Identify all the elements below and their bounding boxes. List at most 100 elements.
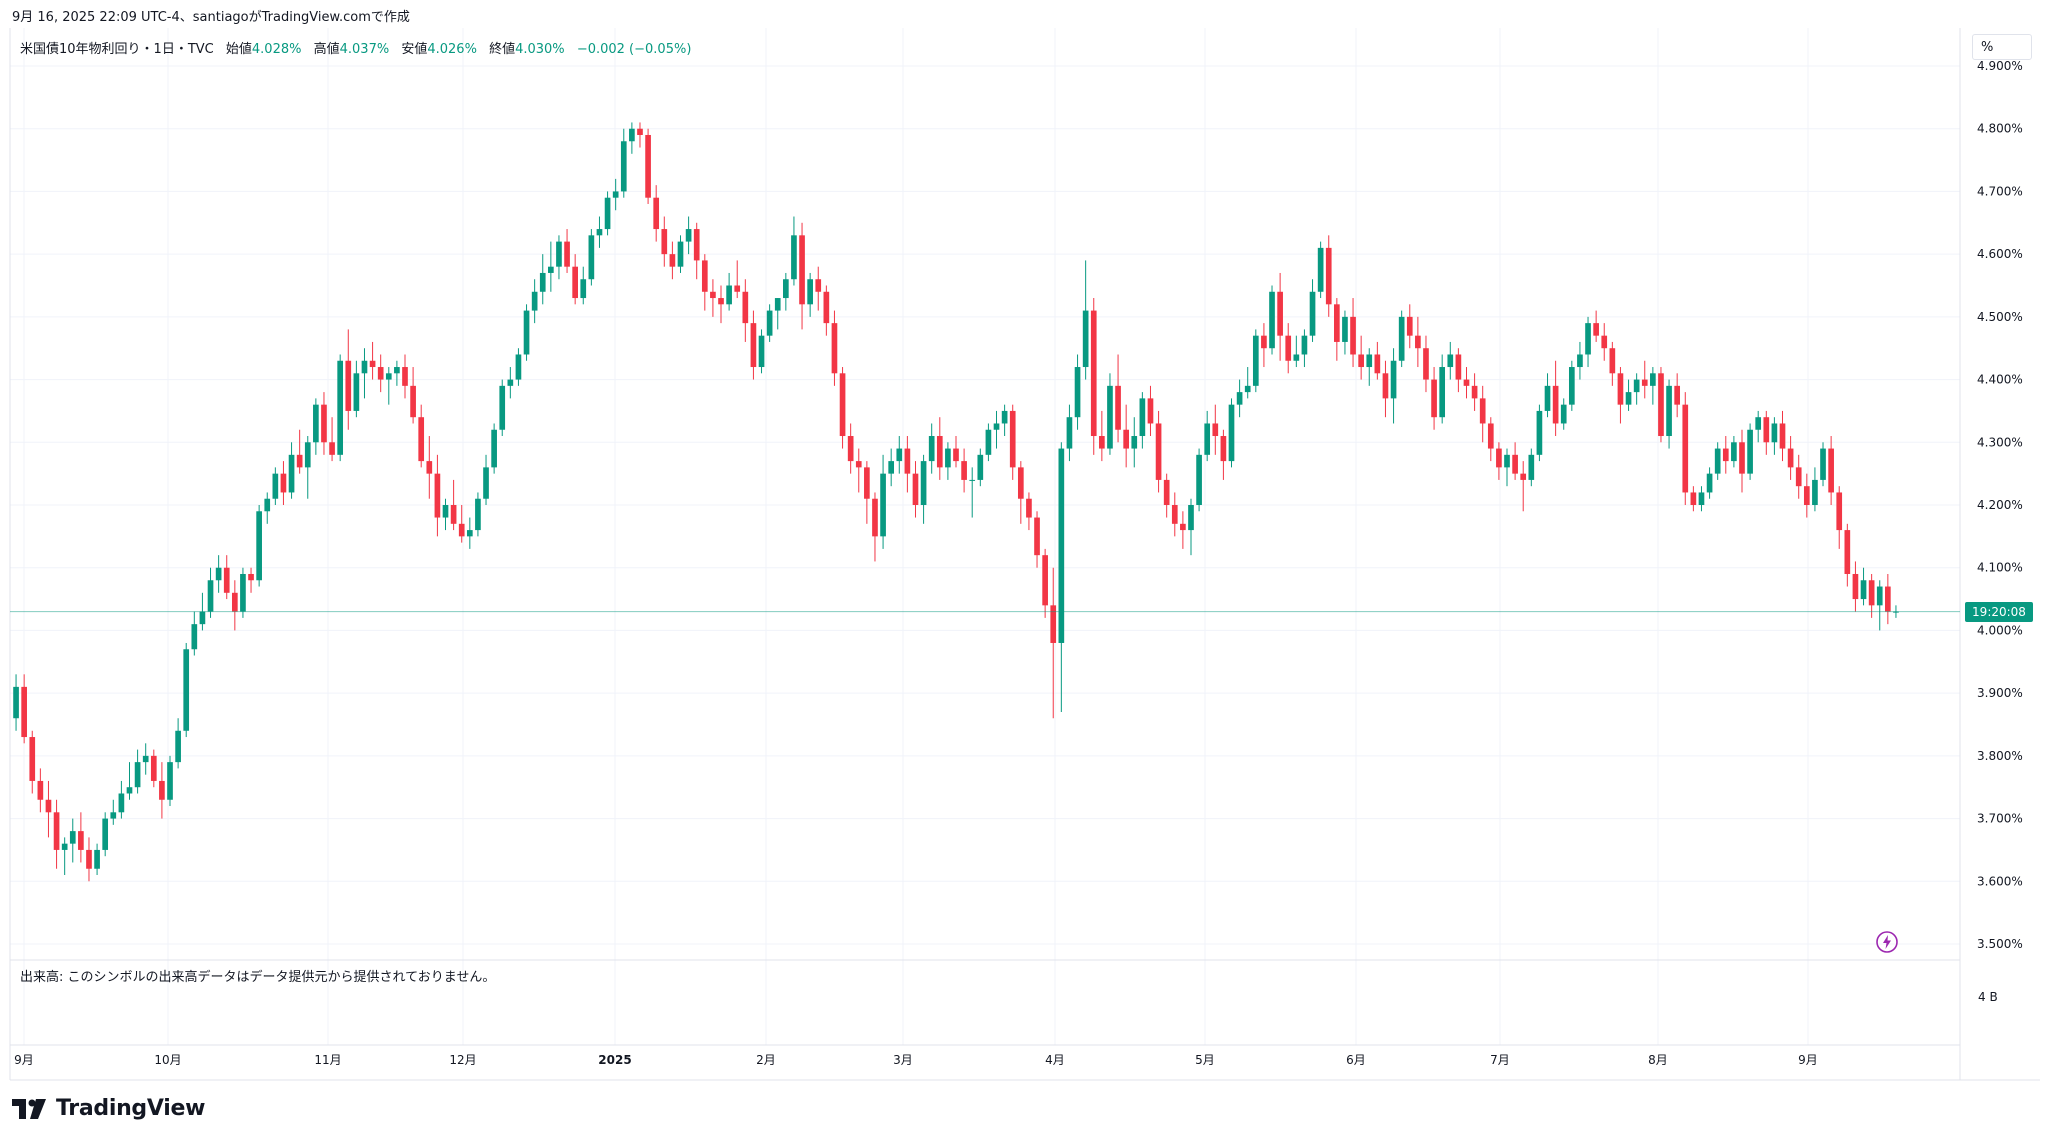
candle <box>1552 360 1559 437</box>
candle-body <box>1593 323 1599 336</box>
candle-body <box>1487 423 1494 449</box>
candle <box>1698 486 1705 512</box>
candle <box>256 505 262 587</box>
time-axis[interactable]: 9月 10月 11月 12月 2025 2月 3月 4月 5月 6月 7月 8月 9月 <box>14 1053 1818 1067</box>
candle-body <box>1171 505 1178 524</box>
candle-body <box>1066 417 1073 449</box>
close-value: 4.030% <box>515 42 565 57</box>
candle-body <box>685 229 692 242</box>
candle <box>1423 335 1429 393</box>
candle-body <box>580 279 587 299</box>
candle <box>726 272 732 311</box>
candle <box>369 341 376 380</box>
candle <box>483 454 489 505</box>
candle-body <box>945 448 951 468</box>
candle <box>888 448 895 487</box>
candle <box>1406 304 1413 349</box>
candle-body <box>1633 379 1640 393</box>
candle <box>29 730 36 794</box>
symbol-name[interactable]: 米国債10年物利回り・1日・TVC <box>20 42 214 57</box>
price-axis[interactable]: 4.900% 4.800% 4.700% 4.600% 4.500% 4.400% 4.30… <box>1977 59 2023 951</box>
x-tick-label: 2025 <box>598 1053 631 1067</box>
candle-body <box>1641 379 1648 386</box>
candle <box>1261 323 1267 368</box>
volume-axis-label: 4 B <box>1978 990 1998 1004</box>
candle <box>1779 410 1786 462</box>
candle-body <box>612 191 619 198</box>
candle <box>645 128 651 204</box>
candle-body <box>645 134 651 198</box>
candle <box>329 417 335 462</box>
x-tick-label: 4月 <box>1045 1053 1065 1067</box>
candle-body <box>1261 335 1267 349</box>
candle-body <box>475 498 481 531</box>
candle-body <box>677 241 684 267</box>
candle <box>86 837 92 882</box>
candle <box>1528 448 1535 487</box>
candle <box>912 461 919 518</box>
candle-body <box>1496 448 1502 468</box>
candle <box>693 222 700 280</box>
candle-body <box>596 229 603 236</box>
y-tick-label: 4.400% <box>1977 373 2023 387</box>
candle-body <box>1504 454 1510 468</box>
candle-body <box>872 498 878 537</box>
candle-body <box>483 467 489 499</box>
candle-body <box>936 436 943 468</box>
candle <box>337 354 344 462</box>
candle-body <box>1131 436 1138 449</box>
candle <box>1803 473 1810 518</box>
candle-body <box>742 291 749 324</box>
candle <box>248 567 254 593</box>
change-value: −0.002 (−0.05%) <box>576 42 692 57</box>
candle <box>313 398 319 455</box>
candle <box>1017 461 1024 524</box>
candle-body <box>669 254 676 267</box>
candle <box>1236 379 1243 418</box>
candle-body <box>418 417 425 462</box>
candle-body <box>1666 385 1672 437</box>
candle <box>1252 329 1259 393</box>
candle-body <box>29 737 36 781</box>
candle-body <box>1358 354 1364 368</box>
candle-body <box>1714 448 1721 474</box>
candle <box>1009 404 1016 480</box>
candle-body <box>1706 473 1713 493</box>
price-axis-unit-button[interactable]: % <box>1972 34 2032 60</box>
lightning-icon[interactable] <box>1875 930 1899 954</box>
candle-body <box>345 360 352 411</box>
candle-body <box>1366 354 1373 368</box>
candle-body <box>1625 392 1632 405</box>
candle-body <box>880 473 886 537</box>
candle <box>1382 360 1389 418</box>
candle <box>1836 486 1843 549</box>
candle <box>1196 448 1202 512</box>
candle <box>1666 379 1672 449</box>
tradingview-logo[interactable]: TradingView <box>12 1096 205 1121</box>
candle <box>1520 461 1527 512</box>
candle-body <box>515 354 522 380</box>
candle-body <box>556 241 562 267</box>
candle <box>1001 404 1008 437</box>
candle-body <box>548 266 554 273</box>
candle-body <box>1374 354 1381 374</box>
candle <box>669 241 676 280</box>
candle-body <box>304 442 311 468</box>
candle-body <box>126 787 133 794</box>
candle-body <box>912 473 919 505</box>
candle-body <box>21 686 27 738</box>
candle-body <box>1779 423 1786 449</box>
candle <box>750 310 757 380</box>
candle <box>1155 410 1162 493</box>
candle <box>1390 348 1397 424</box>
candle-body <box>774 298 781 311</box>
candle <box>215 555 222 593</box>
candle <box>953 436 959 468</box>
candle-body <box>183 649 190 731</box>
candle <box>1050 567 1057 719</box>
candle <box>1115 354 1121 443</box>
y-tick-label: 4.800% <box>1977 122 2023 136</box>
y-tick-label: 4.200% <box>1977 498 2023 512</box>
x-tick-label: 3月 <box>893 1053 913 1067</box>
